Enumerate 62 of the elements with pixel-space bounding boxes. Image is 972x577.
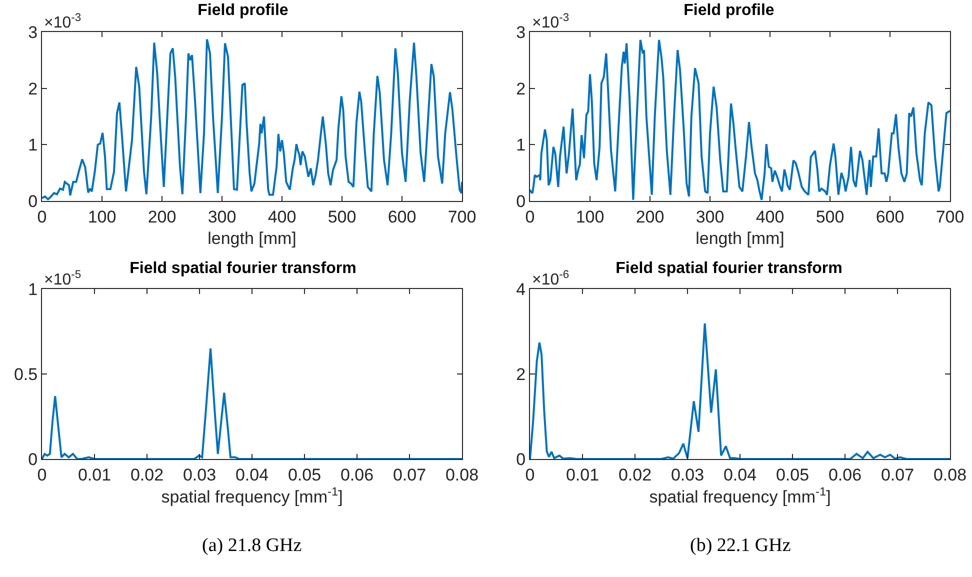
y-tick-label: 1 (28, 136, 38, 155)
chart-title: Field spatial fourier transform (616, 260, 842, 278)
x-tick-label: 0.04 (235, 465, 269, 484)
x-tick-label: 0.06 (340, 465, 374, 484)
line-series (530, 38, 950, 201)
x-axis-title: spatial frequency [mm$^{-1}$] (161, 484, 343, 507)
x-tick-label: 0.07 (880, 465, 914, 484)
x-tick-label: 300 (696, 207, 724, 226)
x-tick-label: 0.08 (445, 465, 479, 484)
chart-title: Field profile (684, 2, 774, 20)
x-tick-label: 0.05 (288, 465, 322, 484)
x-tick-label: 400 (268, 207, 296, 226)
x-tick-label: 400 (756, 207, 784, 226)
y-tick-label: 0 (28, 450, 38, 469)
y-tick-label: 3 (28, 22, 38, 42)
chart-title: Field spatial fourier transform (130, 260, 356, 278)
y-tick-label: 0 (516, 450, 526, 469)
text: (a) 21.8 GHz (202, 535, 302, 556)
line-series (530, 322, 950, 459)
y-tick-label: 4 (516, 280, 526, 299)
x-tick-label: 0.05 (776, 465, 810, 484)
y-tick-label: 3 (516, 22, 526, 42)
text: (b) 22.1 GHz (690, 535, 791, 556)
x-tick-label: 200 (636, 207, 664, 226)
x-tick-label: 600 (388, 207, 416, 226)
x-tick-label: 0.08 (933, 465, 967, 484)
x-tick-label: 0.03 (182, 465, 216, 484)
line-series (42, 38, 462, 200)
x-tick-label: 200 (148, 207, 176, 226)
x-tick-label: 100 (88, 207, 116, 226)
y-tick-label: 2 (28, 79, 38, 98)
x-tick-label: 700 (448, 207, 476, 226)
x-tick-label: 0.01 (78, 465, 112, 484)
x-tick-label: 0.02 (130, 465, 164, 484)
annotation: ×10$^{-3}$ (44, 12, 82, 32)
x-tick-label: 500 (328, 207, 356, 226)
x-tick-label: 0.06 (828, 465, 862, 484)
x-tick-label: 0.03 (670, 465, 704, 484)
x-axis-title: spatial frequency [mm$^{-1}$] (649, 484, 831, 507)
y-tick-label: 0 (516, 192, 526, 211)
x-tick-label: 700 (936, 207, 964, 226)
x-tick-label: 0.04 (723, 465, 757, 484)
x-tick-label: 0.01 (566, 465, 600, 484)
x-tick-label: 0.07 (392, 465, 426, 484)
y-tick-label: 1 (28, 280, 38, 299)
x-tick-label: 0.02 (618, 465, 652, 484)
annotation: ×10$^{-5}$ (44, 269, 82, 289)
y-tick-label: 0 (28, 192, 38, 211)
y-tick-label: 1 (516, 136, 526, 155)
x-tick-label: 100 (576, 207, 604, 226)
x-tick-label: 300 (208, 207, 236, 226)
y-tick-label: 2 (516, 79, 526, 98)
x-axis-title: length [mm] (208, 228, 296, 248)
annotation: ×10$^{-6}$ (532, 269, 570, 289)
y-tick-label: 2 (516, 364, 526, 384)
annotation: ×10$^{-3}$ (532, 12, 570, 32)
x-tick-label: 500 (816, 207, 844, 226)
x-axis-title: length [mm] (696, 228, 784, 248)
x-tick-label: 600 (876, 207, 904, 226)
y-tick-label: 0.5 (14, 364, 38, 384)
line-series (42, 348, 462, 459)
chart-title: Field profile (198, 2, 288, 20)
